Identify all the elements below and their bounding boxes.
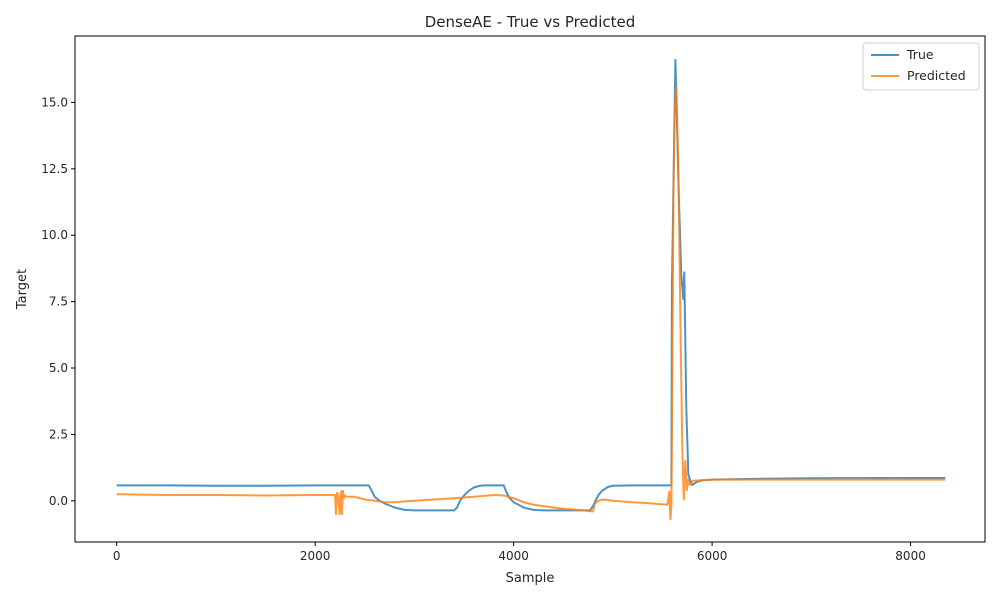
- legend-label-true: True: [906, 47, 934, 62]
- y-tick-label: 2.5: [49, 427, 68, 441]
- y-tick-label: 0.0: [49, 494, 68, 508]
- y-tick-label: 5.0: [49, 361, 68, 375]
- x-tick-label: 0: [113, 549, 121, 563]
- chart-title: DenseAE - True vs Predicted: [425, 13, 636, 31]
- legend-label-predicted: Predicted: [907, 68, 966, 83]
- series-layer: [116, 58, 946, 521]
- y-tick-label: 7.5: [49, 295, 68, 309]
- x-tick-label: 8000: [895, 549, 926, 563]
- plot-frame: [74, 35, 986, 543]
- series-line-true: [116, 58, 946, 512]
- x-tick-label: 4000: [498, 549, 529, 563]
- x-tick-label: 2000: [300, 549, 331, 563]
- legend: True Predicted: [862, 42, 980, 91]
- y-tick-label: 12.5: [41, 162, 68, 176]
- y-axis-label: Target: [15, 269, 30, 310]
- x-axis: 0 2000 4000 6000 8000: [113, 542, 926, 563]
- series-line-predicted: [116, 85, 946, 521]
- x-axis-label: Sample: [506, 571, 555, 586]
- y-axis: 0.0 2.5 5.0 7.5 10.0 12.5 15.0: [41, 95, 75, 508]
- x-tick-label: 6000: [697, 549, 728, 563]
- y-tick-label: 10.0: [41, 228, 68, 242]
- y-tick-label: 15.0: [41, 95, 68, 109]
